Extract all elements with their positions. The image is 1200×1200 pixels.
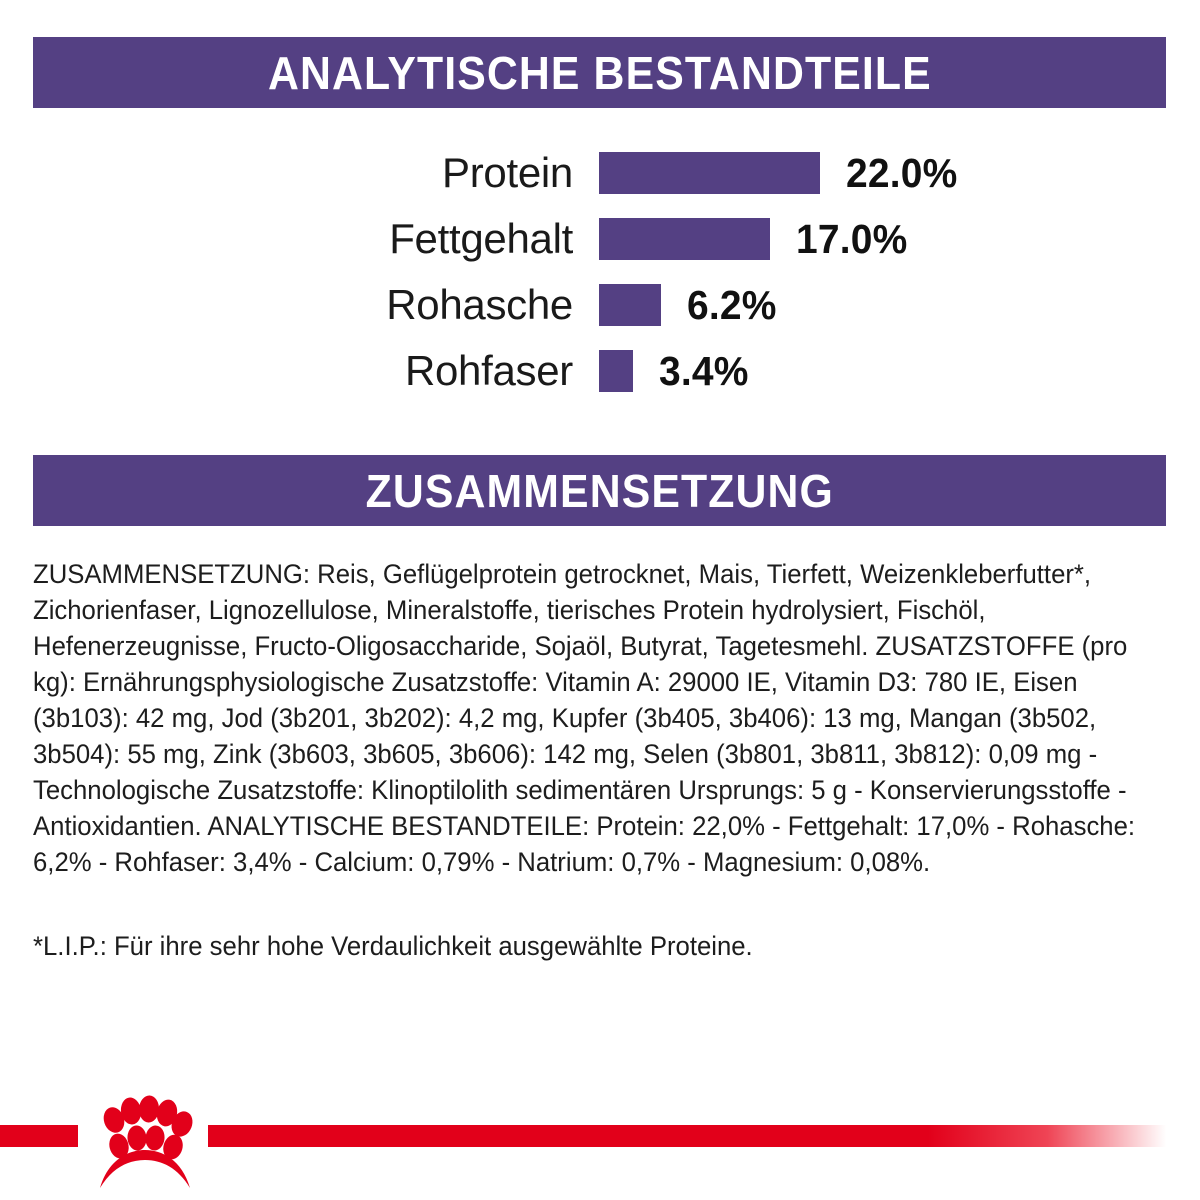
analytical-constituents-chart: Protein 22.0% Fettgehalt 17.0% Rohasche …: [0, 140, 1200, 410]
section-title-text: ZUSAMMENSETZUNG: [365, 464, 834, 517]
section-header-analytische-bestandteile: ANALYTISCHE BESTANDTEILE: [33, 37, 1166, 108]
chart-row: Rohasche 6.2%: [0, 272, 1200, 338]
chart-row: Protein 22.0%: [0, 140, 1200, 206]
chart-row-value: 6.2%: [687, 281, 777, 328]
royal-canin-crown-logo: [78, 1080, 208, 1200]
chart-row-bar: [599, 350, 633, 392]
chart-row-label: Rohasche: [386, 281, 573, 328]
section-header-zusammensetzung: ZUSAMMENSETZUNG: [33, 455, 1166, 526]
chart-row-value: 22.0%: [846, 149, 958, 196]
chart-row-label: Rohfaser: [404, 347, 573, 394]
composition-body-text: ZUSAMMENSETZUNG: Reis, Geflügelprotein g…: [33, 559, 1136, 877]
chart-row: Rohfaser 3.4%: [0, 338, 1200, 404]
section-title-text: ANALYTISCHE BESTANDTEILE: [267, 46, 932, 99]
brand-red-bar: [0, 1125, 1190, 1147]
footer: [0, 1080, 1200, 1200]
chart-row-value: 3.4%: [659, 347, 749, 394]
chart-row-label: Protein: [442, 149, 573, 196]
chart-row: Fettgehalt 17.0%: [0, 206, 1200, 272]
chart-row-bar: [599, 152, 820, 194]
chart-row-label: Fettgehalt: [389, 215, 573, 262]
chart-row-value: 17.0%: [796, 215, 908, 262]
chart-row-bar: [599, 218, 770, 260]
lip-footnote-text: *L.I.P.: Für ihre sehr hohe Verdaulichke…: [33, 931, 753, 961]
chart-row-bar: [599, 284, 661, 326]
